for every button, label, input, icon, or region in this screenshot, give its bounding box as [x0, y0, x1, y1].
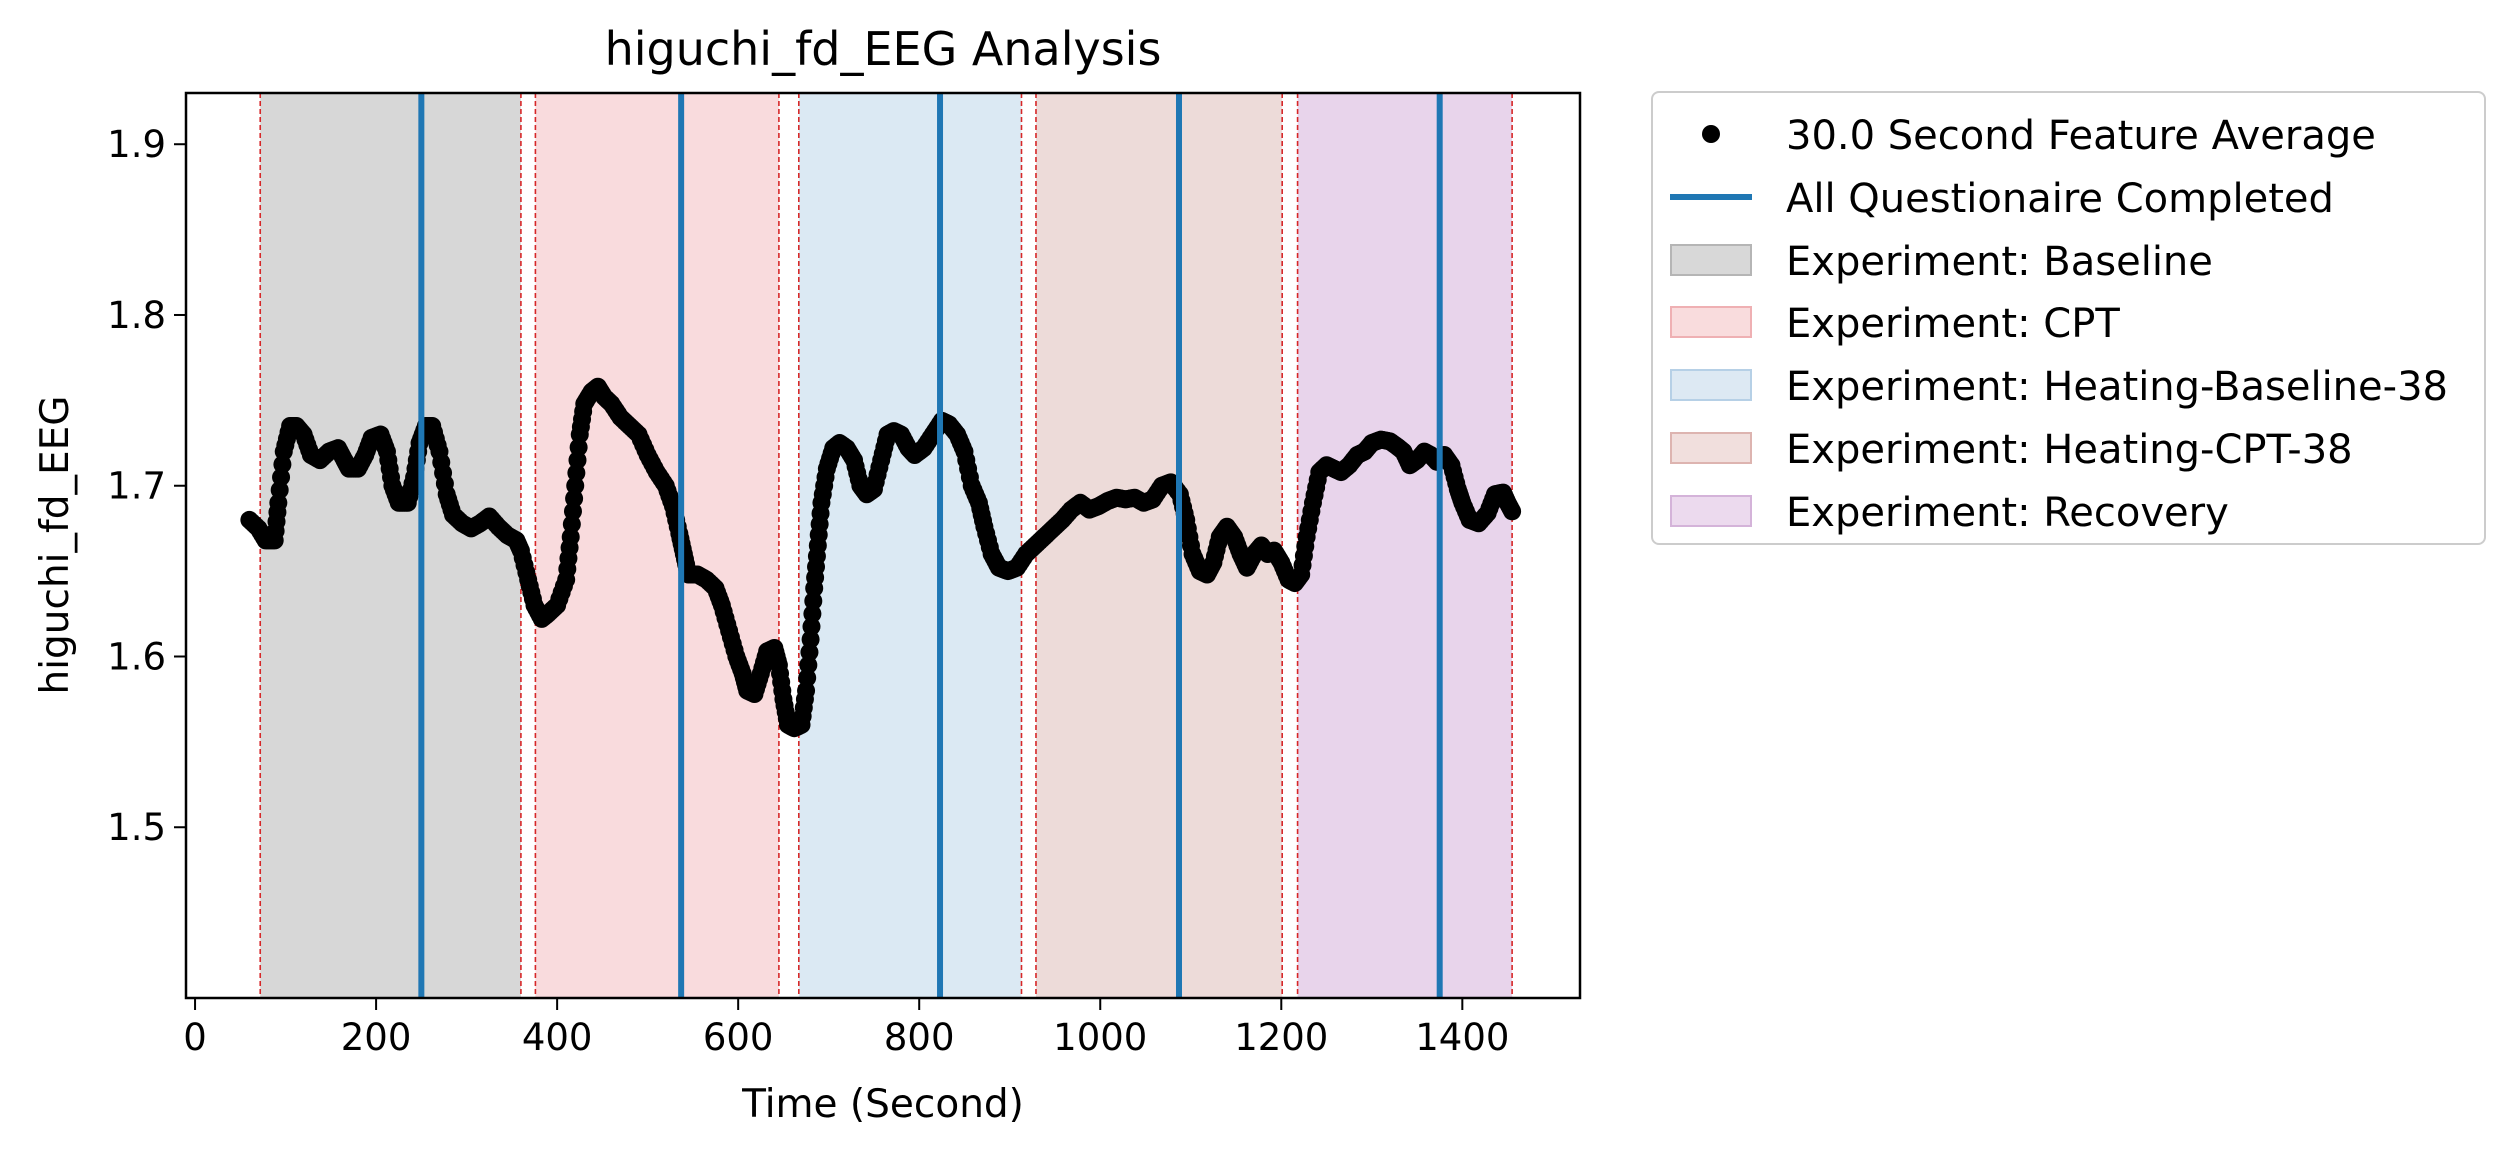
region-recovery — [1297, 93, 1513, 998]
legend-patch-swatch — [1670, 369, 1752, 402]
data-point — [1503, 502, 1522, 521]
y-tick-label: 1.9 — [107, 123, 166, 166]
x-axis-label: Time (Second) — [741, 1082, 1024, 1127]
y-tick-label: 1.7 — [107, 465, 166, 508]
y-tick-label: 1.5 — [107, 806, 166, 849]
plot-area-frame — [184, 91, 1582, 1000]
legend-item: Experiment: CPT — [1653, 293, 2484, 355]
legend-label: Experiment: Recovery — [1786, 489, 2229, 536]
x-tick-label: 1400 — [1415, 1016, 1509, 1059]
legend-patch-swatch — [1670, 243, 1752, 276]
legend-patch-swatch — [1670, 306, 1752, 339]
legend: 30.0 Second Feature Average All Questiona… — [1651, 91, 2486, 545]
legend-label: All Questionaire Completed — [1786, 175, 2334, 222]
legend-marker-swatch — [1670, 118, 1752, 150]
legend-patch-swatch — [1670, 432, 1752, 464]
legend-item: 30.0 Second Feature Average — [1653, 105, 2484, 167]
legend-line-swatch — [1670, 181, 1752, 213]
data-point — [804, 591, 823, 610]
x-tick-label: 1000 — [1053, 1016, 1147, 1059]
legend-label: Experiment: CPT — [1786, 301, 2120, 348]
x-tick-label: 800 — [884, 1016, 955, 1059]
y-tick-label: 1.6 — [107, 635, 166, 678]
x-tick-label: 600 — [703, 1016, 774, 1059]
legend-label: Experiment: Heating-CPT-38 — [1786, 427, 2353, 473]
legend-item: Experiment: Heating-Baseline-38 — [1653, 356, 2484, 418]
phase-regions — [260, 93, 1513, 998]
y-axis-label: higuchi_fd_EEG — [33, 395, 78, 694]
legend-patch-swatch — [1670, 494, 1752, 527]
y-axis-ticks: 1.5 1.6 1.7 1.8 1.9 — [107, 123, 186, 849]
x-tick-label: 1200 — [1234, 1016, 1328, 1059]
region-baseline — [260, 93, 521, 998]
x-tick-label: 200 — [341, 1016, 412, 1059]
legend-label: 30.0 Second Feature Average — [1786, 113, 2376, 159]
legend-item: Experiment: Recovery — [1653, 482, 2484, 544]
legend-item: All Questionaire Completed — [1653, 168, 2484, 230]
x-axis-ticks: 0 200 400 600 800 1000 1200 1400 — [183, 998, 1509, 1059]
questionnaire-lines — [418, 93, 1443, 998]
legend-label: Experiment: Baseline — [1786, 238, 2213, 285]
legend-item: Experiment: Heating-CPT-38 — [1653, 419, 2484, 481]
x-tick-label: 400 — [522, 1016, 593, 1059]
data-point — [801, 630, 820, 649]
chart-title: higuchi_fd_EEG Analysis — [605, 22, 1162, 76]
data-point — [803, 604, 822, 623]
feature-average-points — [240, 377, 1522, 738]
data-point — [802, 617, 821, 636]
legend-item: Experiment: Baseline — [1653, 231, 2484, 293]
y-tick-label: 1.8 — [107, 294, 166, 337]
legend-label: Experiment: Heating-Baseline-38 — [1786, 364, 2448, 411]
x-tick-label: 0 — [183, 1016, 207, 1059]
